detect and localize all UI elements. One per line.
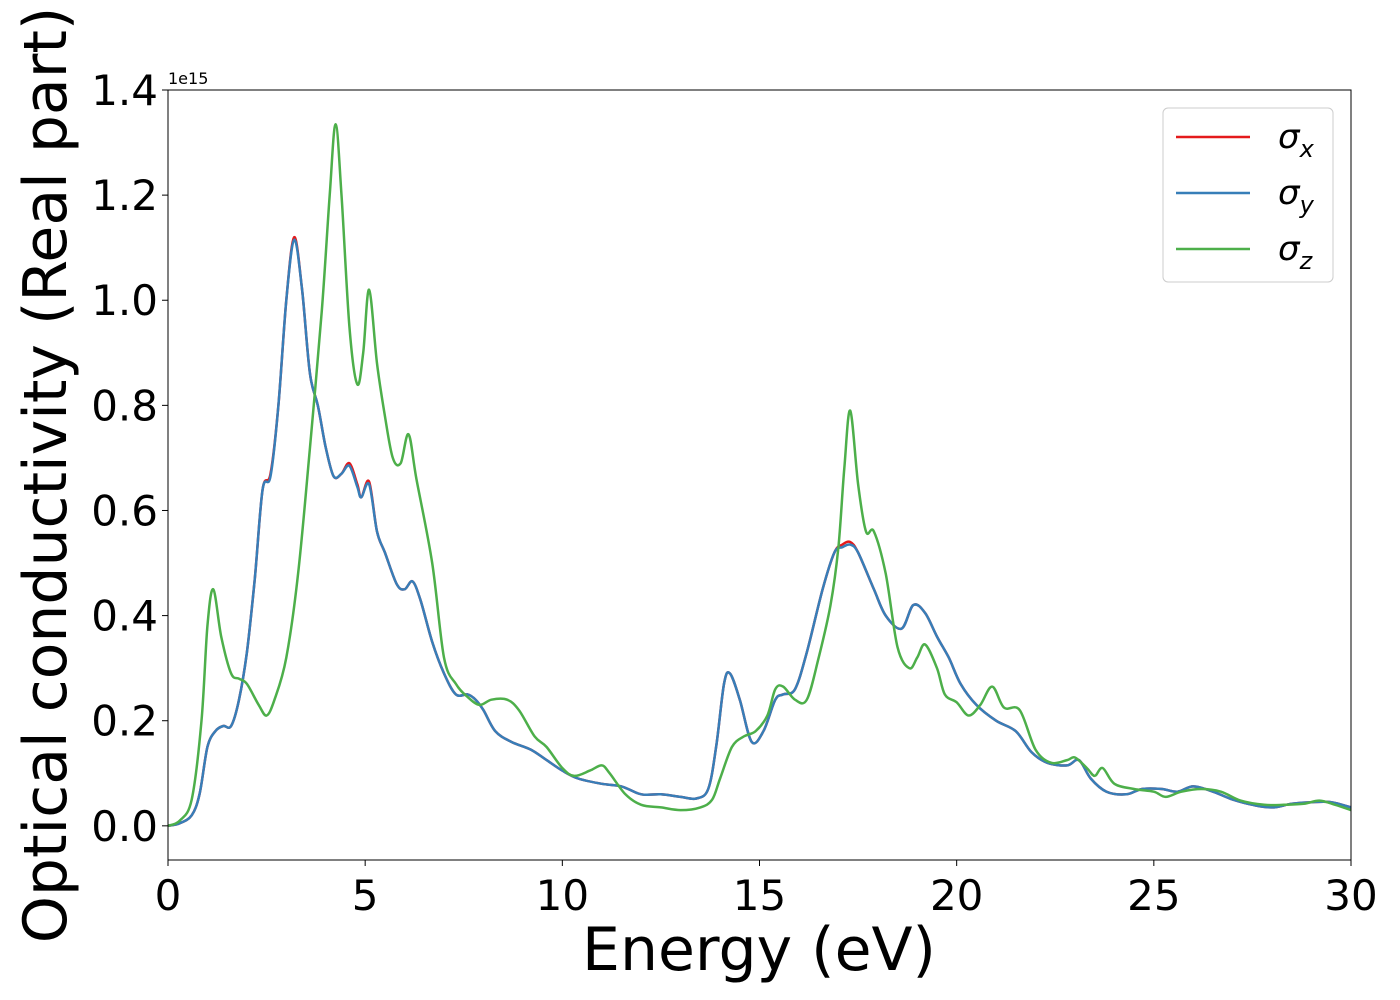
y-tick-label: 0.0 [91, 802, 158, 851]
y-tick-label: 1.0 [91, 276, 158, 325]
series-line-y [168, 238, 1351, 828]
series-line-z [168, 122, 1351, 827]
y-tick-label: 0.4 [91, 592, 158, 641]
legend-box [1162, 107, 1334, 283]
legend-label-y: σy [1278, 173, 1315, 219]
y-tick-label: 0.2 [91, 697, 158, 746]
x-tick-label: 5 [352, 871, 379, 920]
legend-label-z: σz [1278, 229, 1314, 275]
y-tick-label: 1.2 [91, 171, 158, 220]
y-tick-label: 1.4 [91, 66, 158, 115]
x-tick-label: 25 [1127, 871, 1180, 920]
x-tick-label: 10 [536, 871, 589, 920]
y-axis-label: Optical conductivity (Real part) [11, 7, 81, 944]
legend-entries: σx σy σz [1176, 117, 1315, 275]
y-tick-label: 0.6 [91, 486, 158, 535]
x-axis-ticks: 0 5 10 15 20 25 30 [155, 860, 1378, 920]
series-layer [168, 122, 1351, 828]
x-tick-label: 20 [930, 871, 983, 920]
y-axis-offset-text: 1e15 [168, 69, 208, 88]
y-tick-label: 0.8 [91, 381, 158, 430]
legend-label-x: σx [1278, 117, 1315, 163]
x-tick-label: 30 [1324, 871, 1377, 920]
legend: σx σy σz [1162, 107, 1334, 283]
x-tick-label: 15 [733, 871, 786, 920]
x-axis-label: Energy (eV) [582, 915, 936, 985]
x-tick-label: 0 [155, 871, 182, 920]
y-axis-ticks: 0.0 0.2 0.4 0.6 0.8 1.0 1.2 1.4 [91, 66, 168, 851]
